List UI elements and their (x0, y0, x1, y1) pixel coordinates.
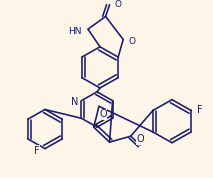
Text: O: O (99, 109, 107, 119)
Text: F: F (34, 146, 40, 156)
Text: O: O (114, 0, 121, 9)
Text: F: F (197, 105, 203, 116)
Text: HN: HN (69, 27, 82, 36)
Text: O: O (136, 134, 144, 144)
Text: N: N (71, 97, 78, 107)
Text: O: O (129, 37, 136, 46)
